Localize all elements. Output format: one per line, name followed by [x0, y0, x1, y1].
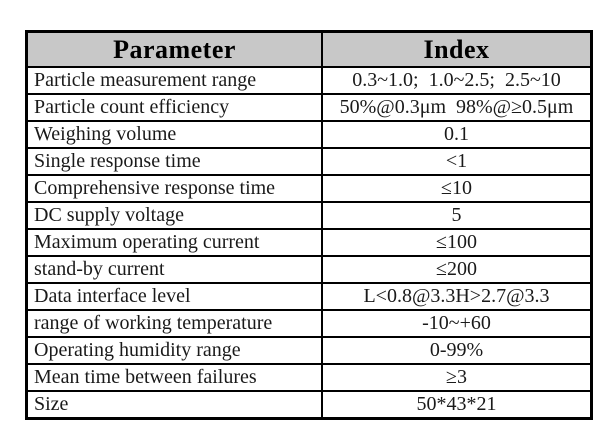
table-row: DC supply voltage 5	[25, 201, 593, 230]
column-header-index: Index	[320, 30, 593, 68]
table-body: Particle measurement range 0.3~1.0; 1.0~…	[25, 66, 593, 420]
table-row: Particle measurement range 0.3~1.0; 1.0~…	[25, 66, 593, 95]
parameter-cell: Particle count efficiency	[25, 93, 323, 122]
index-cell: -10~+60	[320, 309, 593, 338]
index-cell: 5	[320, 201, 593, 230]
index-cell: 50*43*21	[320, 390, 593, 420]
spec-table-container: Parameter Index Particle measurement ran…	[25, 30, 593, 420]
parameter-cell: DC supply voltage	[25, 201, 323, 230]
parameter-cell: Size	[25, 390, 323, 420]
index-cell: 0-99%	[320, 336, 593, 365]
index-cell: ≤100	[320, 228, 593, 257]
table-row: Size 50*43*21	[25, 390, 593, 420]
index-cell: 0.1	[320, 120, 593, 149]
index-cell: 50%@0.3μm 98%@≥0.5μm	[320, 93, 593, 122]
table-row: Single response time <1	[25, 147, 593, 176]
parameter-cell: Maximum operating current	[25, 228, 323, 257]
table-row: Operating humidity range 0-99%	[25, 336, 593, 365]
index-cell: 0.3~1.0; 1.0~2.5; 2.5~10	[320, 66, 593, 95]
index-cell: ≤200	[320, 255, 593, 284]
table-row: Mean time between failures ≥3	[25, 363, 593, 392]
table-row: Particle count efficiency 50%@0.3μm 98%@…	[25, 93, 593, 122]
parameter-cell: Data interface level	[25, 282, 323, 311]
table-row: Maximum operating current ≤100	[25, 228, 593, 257]
parameter-cell: stand-by current	[25, 255, 323, 284]
parameter-cell: Comprehensive response time	[25, 174, 323, 203]
parameter-cell: Single response time	[25, 147, 323, 176]
parameter-cell: range of working temperature	[25, 309, 323, 338]
table-header: Parameter Index	[25, 30, 593, 68]
table-row: Data interface level L<0.8@3.3H>2.7@3.3	[25, 282, 593, 311]
index-cell: <1	[320, 147, 593, 176]
table-row: stand-by current ≤200	[25, 255, 593, 284]
parameter-cell: Particle measurement range	[25, 66, 323, 95]
column-header-parameter: Parameter	[25, 30, 323, 68]
spec-table: Parameter Index Particle measurement ran…	[25, 30, 593, 420]
parameter-cell: Weighing volume	[25, 120, 323, 149]
table-row: Weighing volume 0.1	[25, 120, 593, 149]
index-cell: ≤10	[320, 174, 593, 203]
table-row: range of working temperature -10~+60	[25, 309, 593, 338]
index-cell: ≥3	[320, 363, 593, 392]
header-row: Parameter Index	[25, 30, 593, 68]
parameter-cell: Operating humidity range	[25, 336, 323, 365]
parameter-cell: Mean time between failures	[25, 363, 323, 392]
index-cell: L<0.8@3.3H>2.7@3.3	[320, 282, 593, 311]
table-row: Comprehensive response time ≤10	[25, 174, 593, 203]
